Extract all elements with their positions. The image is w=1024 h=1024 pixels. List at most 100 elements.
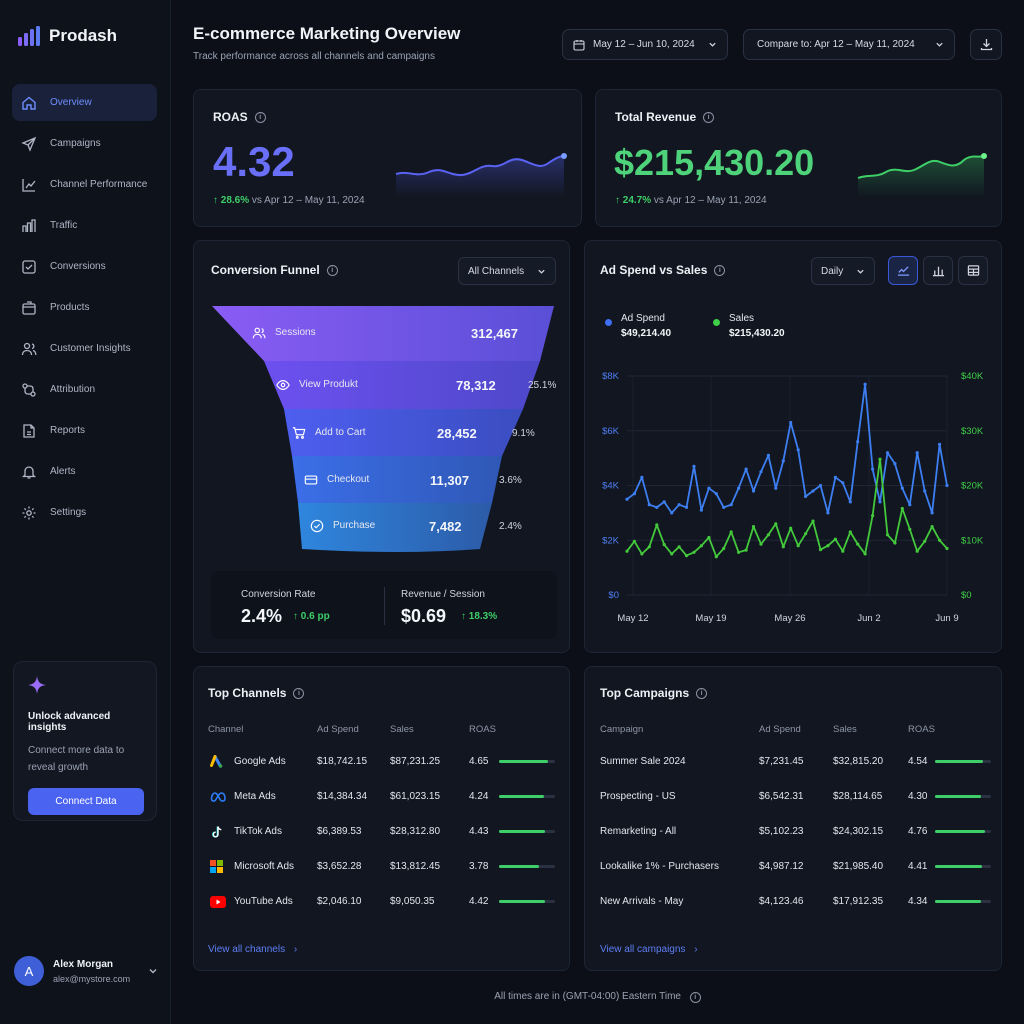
data-point: [744, 467, 748, 471]
roas-cell: 4.76: [908, 826, 928, 837]
view-all-channels-link[interactable]: View all channels ›: [208, 944, 297, 955]
view-all-campaigns-link[interactable]: View all campaigns ›: [600, 944, 698, 955]
bar-chart-icon: [932, 266, 944, 277]
sidebar-item-label: Customer Insights: [50, 343, 131, 354]
sidebar-item-channel-performance[interactable]: Channel Performance: [12, 166, 157, 203]
bar-chart-toggle[interactable]: [923, 256, 953, 285]
sidebar-item-campaigns[interactable]: Campaigns: [12, 125, 157, 162]
date-range-picker[interactable]: May 12 – Jun 10, 2024: [562, 29, 728, 60]
granularity-select[interactable]: Daily: [811, 257, 875, 285]
info-icon[interactable]: i: [326, 264, 338, 276]
line-chart-toggle[interactable]: [888, 256, 918, 285]
roas-bar-fill: [935, 795, 981, 798]
legend-sales[interactable]: Sales $215,430.20: [713, 313, 785, 339]
funnel-stage-sessions[interactable]: Sessions: [252, 309, 316, 356]
sidebar-item-conversions[interactable]: Conversions: [12, 248, 157, 285]
info-icon[interactable]: i: [696, 687, 708, 699]
channel-name: TikTok Ads: [234, 826, 282, 837]
roas-bar: [935, 865, 991, 868]
roas-bar-fill: [935, 900, 981, 903]
legend-ad-spend[interactable]: Ad Spend $49,214.40: [605, 313, 671, 339]
info-icon[interactable]: i: [703, 111, 715, 123]
ad-spend-sales-chart[interactable]: $0 $0 $2K $10K $4K $20K $6K $30K $8K $40K May 12 Ma…: [585, 361, 1003, 631]
data-point: [945, 546, 949, 551]
column-header[interactable]: Ad Spend: [317, 724, 359, 735]
table-row[interactable]: Remarketing - All $5,102.23 $24,302.15 4…: [585, 814, 1001, 849]
table-row[interactable]: Meta Ads $14,384.34 $61,023.15 4.24: [194, 779, 569, 814]
brand[interactable]: Prodash: [18, 26, 117, 46]
data-point: [938, 538, 942, 542]
data-point: [625, 497, 629, 501]
column-header[interactable]: Channel: [208, 724, 244, 735]
upsell-title: Unlock advanced insights: [28, 711, 111, 733]
column-header[interactable]: Sales: [833, 724, 857, 735]
column-header[interactable]: ROAS: [908, 724, 935, 735]
sidebar-item-label: Campaigns: [50, 138, 101, 149]
data-point: [662, 543, 666, 547]
roas-cell: 4.30: [908, 791, 928, 802]
info-icon[interactable]: i: [689, 992, 701, 1003]
connect-data-button[interactable]: Connect Data: [28, 788, 144, 815]
funnel-stage-checkout[interactable]: Checkout: [304, 456, 369, 503]
data-point: [744, 548, 748, 552]
table-row[interactable]: Google Ads $18,742.15 $87,231.25 4.65: [194, 744, 569, 779]
legend-label: Ad Spend: [621, 313, 665, 324]
column-header[interactable]: Campaign: [600, 724, 644, 735]
sidebar-item-label: Reports: [50, 425, 86, 436]
sidebar-item-attribution[interactable]: Attribution: [12, 371, 157, 408]
campaign-name: New Arrivals - May: [600, 896, 684, 907]
sidebar-item-alerts[interactable]: Alerts: [12, 453, 157, 490]
bell-icon: [21, 465, 37, 479]
table-view-toggle[interactable]: [958, 256, 988, 285]
funnel-stage-add-to-cart[interactable]: Add to Cart: [292, 409, 366, 456]
sidebar-item-products[interactable]: Products: [12, 289, 157, 326]
sidebar-item-traffic[interactable]: Traffic: [12, 207, 157, 244]
table-row[interactable]: Lookalike 1% - Purchasers $4,987.12 $21,…: [585, 849, 1001, 884]
sidebar-item-label: Attribution: [50, 384, 96, 395]
granularity-value: Daily: [821, 265, 844, 277]
data-point: [759, 470, 763, 474]
sidebar-item-settings[interactable]: Settings: [12, 494, 157, 531]
table-row[interactable]: Microsoft Ads $3,652.28 $13,812.45 3.78: [194, 849, 569, 884]
sidebar-item-overview[interactable]: Overview: [12, 84, 157, 121]
roas-bar-fill: [499, 900, 545, 903]
table-row[interactable]: YouTube Ads $2,046.10 $9,050.35 4.42: [194, 884, 569, 919]
column-header[interactable]: Sales: [390, 724, 414, 735]
info-icon[interactable]: i: [293, 687, 305, 699]
download-icon: [980, 39, 992, 51]
funnel-stage-view-product[interactable]: View Produkt: [276, 361, 358, 408]
conversion-rate-delta: 0.6 pp: [300, 611, 330, 622]
channel-filter-select[interactable]: All Channels: [458, 257, 556, 285]
sidebar-item-label: Conversions: [50, 261, 106, 272]
table-row[interactable]: Summer Sale 2024 $7,231.45 $32,815.20 4.…: [585, 744, 1001, 779]
data-point: [625, 549, 629, 553]
ad-spend-cell: $2,046.10: [317, 896, 362, 907]
column-header[interactable]: Ad Spend: [759, 724, 801, 735]
funnel-graphic: [212, 306, 554, 552]
table-row[interactable]: TikTok Ads $6,389.53 $28,312.80 4.43: [194, 814, 569, 849]
table-row[interactable]: Prospecting - US $6,542.31 $28,114.65 4.…: [585, 779, 1001, 814]
info-icon[interactable]: i: [714, 264, 726, 276]
data-point: [789, 420, 793, 425]
data-point: [774, 486, 778, 490]
download-button[interactable]: [970, 29, 1002, 60]
chevron-down-icon: [936, 42, 943, 47]
column-header[interactable]: ROAS: [469, 724, 496, 735]
sidebar-item-reports[interactable]: Reports: [12, 412, 157, 449]
data-point: [818, 483, 823, 488]
check-circle-icon: [310, 519, 324, 532]
sidebar-item-customer-insights[interactable]: Customer Insights: [12, 330, 157, 367]
x-tick-label: May 19: [695, 613, 726, 624]
top-campaigns-card: Top Campaigns i Campaign Ad Spend Sales …: [584, 666, 1002, 971]
roas-bar: [499, 900, 555, 903]
table-row[interactable]: New Arrivals - May $4,123.46 $17,912.35 …: [585, 884, 1001, 919]
funnel-stage-purchase[interactable]: Purchase: [310, 502, 375, 549]
data-point: [900, 506, 904, 511]
data-point: [893, 462, 897, 466]
user-menu[interactable]: A Alex Morgan alex@mystore.com: [14, 956, 158, 986]
roas-delta: 28.6%: [220, 195, 250, 206]
compare-range-picker[interactable]: Compare to: Apr 12 – May 11, 2024: [743, 29, 955, 60]
info-icon[interactable]: i: [254, 111, 266, 123]
sidebar-item-label: Settings: [50, 507, 87, 518]
roas-bar: [499, 760, 555, 763]
